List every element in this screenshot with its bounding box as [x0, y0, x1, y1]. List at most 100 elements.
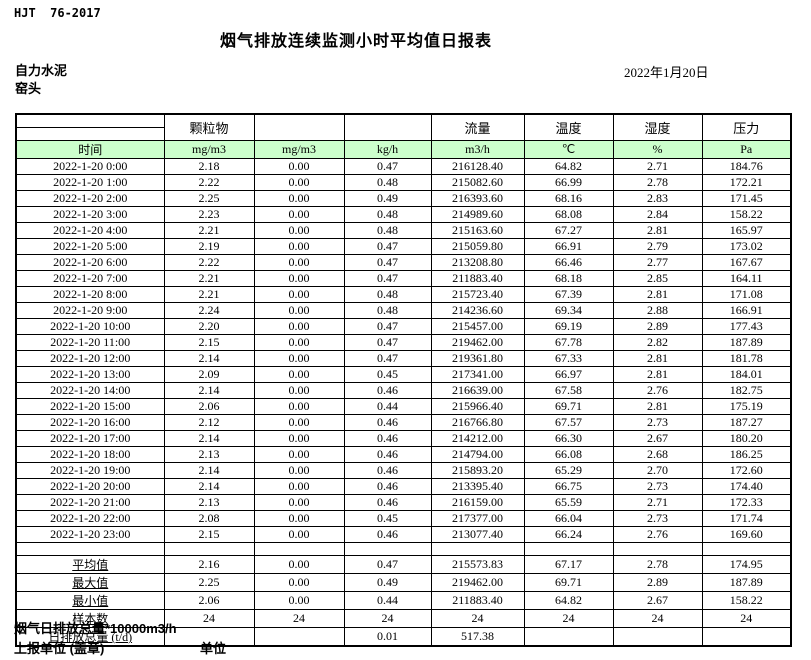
- summary-value-cell: 64.82: [523, 591, 614, 610]
- value-cell: 0.00: [253, 254, 345, 271]
- value-cell: 66.99: [523, 174, 614, 191]
- value-cell: 216128.40: [430, 158, 525, 175]
- time-cell: 2022-1-20 22:00: [15, 510, 165, 527]
- value-cell: 2.77: [612, 254, 703, 271]
- value-cell: 68.16: [523, 190, 614, 207]
- table-head: 颗粒物 流量 温度 湿度 压力 时间 mg/m3 mg/m3 kg/h m3/h ℃% Pa: [15, 113, 792, 159]
- value-cell: 0.00: [253, 206, 345, 223]
- column-header: 温度: [523, 113, 614, 141]
- value-cell: 0.00: [253, 270, 345, 287]
- header-corner-cell-top: [15, 113, 165, 128]
- value-cell: 2.18: [163, 158, 255, 175]
- value-cell: 213395.40: [430, 478, 525, 495]
- value-cell: 67.33: [523, 350, 614, 367]
- value-cell: 0.00: [253, 478, 345, 495]
- summary-value-cell: 0.44: [343, 591, 432, 610]
- summary-value-cell: 24: [253, 609, 345, 628]
- value-cell: 0.00: [253, 222, 345, 239]
- empty-cell: [343, 542, 432, 556]
- time-cell: 2022-1-20 15:00: [15, 398, 165, 415]
- value-cell: 167.67: [701, 254, 792, 271]
- table-row: 2022-1-20 21:00 2.13 0.00 0.46 216159.00 65.5…: [15, 494, 792, 511]
- value-cell: 0.47: [343, 270, 432, 287]
- value-cell: 2.25: [163, 190, 255, 207]
- time-cell: 2022-1-20 11:00: [15, 334, 165, 351]
- time-cell: 2022-1-20 1:00: [15, 174, 165, 191]
- value-cell: 186.25: [701, 446, 792, 463]
- value-cell: 2.84: [612, 206, 703, 223]
- summary-row: 平均值 2.16 0.00 0.47 215573.83 67.17 2.78 174.95: [15, 555, 792, 574]
- time-cell: 2022-1-20 12:00: [15, 350, 165, 367]
- value-cell: 66.24: [523, 526, 614, 543]
- time-cell: 2022-1-20 10:00: [15, 318, 165, 335]
- value-cell: 172.33: [701, 494, 792, 511]
- summary-value-cell: 0.49: [343, 573, 432, 592]
- value-cell: 180.20: [701, 430, 792, 447]
- summary-value-cell: 2.78: [612, 555, 703, 574]
- value-cell: 66.30: [523, 430, 614, 447]
- value-cell: 215163.60: [430, 222, 525, 239]
- time-cell: 2022-1-20 6:00: [15, 254, 165, 271]
- value-cell: 0.00: [253, 398, 345, 415]
- value-cell: 0.00: [253, 286, 345, 303]
- value-cell: 0.47: [343, 254, 432, 271]
- value-cell: 0.46: [343, 414, 432, 431]
- value-cell: 0.00: [253, 526, 345, 543]
- value-cell: 0.44: [343, 398, 432, 415]
- empty-cell: [701, 542, 792, 556]
- value-cell: 0.00: [253, 174, 345, 191]
- value-cell: 216393.60: [430, 190, 525, 207]
- value-cell: 66.91: [523, 238, 614, 255]
- summary-value-cell: 211883.40: [430, 591, 525, 610]
- unit-header: ℃: [523, 140, 614, 159]
- value-cell: 2.76: [612, 526, 703, 543]
- value-cell: 0.48: [343, 206, 432, 223]
- value-cell: 66.97: [523, 366, 614, 383]
- empty-cell: [163, 542, 255, 556]
- unit-header: m3/h: [430, 140, 525, 159]
- value-cell: 0.48: [343, 222, 432, 239]
- column-header: 压力: [701, 113, 792, 141]
- value-cell: 2.12: [163, 414, 255, 431]
- summary-value-cell: [612, 627, 703, 647]
- value-cell: 2.23: [163, 206, 255, 223]
- value-cell: 2.22: [163, 174, 255, 191]
- value-cell: 68.08: [523, 206, 614, 223]
- value-cell: 164.11: [701, 270, 792, 287]
- value-cell: 0.47: [343, 238, 432, 255]
- value-cell: 0.00: [253, 318, 345, 335]
- summary-value-cell: 24: [701, 609, 792, 628]
- table-row: 2022-1-20 23:00 2.15 0.00 0.46 213077.40 66.2…: [15, 526, 792, 543]
- table-row: 2022-1-20 1:00 2.22 0.00 0.48 215082.60 66.99…: [15, 174, 792, 191]
- value-cell: 2.82: [612, 334, 703, 351]
- value-cell: 2.21: [163, 286, 255, 303]
- value-cell: 0.46: [343, 430, 432, 447]
- value-cell: 175.19: [701, 398, 792, 415]
- value-cell: 66.04: [523, 510, 614, 527]
- value-cell: 219361.80: [430, 350, 525, 367]
- standard-code: HJT 76-2017: [14, 6, 101, 20]
- time-cell: 2022-1-20 5:00: [15, 238, 165, 255]
- value-cell: 173.02: [701, 238, 792, 255]
- page-title: 烟气排放连续监测小时平均值日报表: [219, 33, 492, 50]
- summary-value-cell: 2.06: [163, 591, 255, 610]
- value-cell: 214236.60: [430, 302, 525, 319]
- empty-cell: [430, 542, 525, 556]
- monitoring-point-name: 窑头: [15, 81, 42, 96]
- table-row: 2022-1-20 13:00 2.09 0.00 0.45 217341.00 66.9…: [15, 366, 792, 383]
- value-cell: 184.76: [701, 158, 792, 175]
- value-cell: 69.34: [523, 302, 614, 319]
- time-cell: 2022-1-20 18:00: [15, 446, 165, 463]
- value-cell: 2.08: [163, 510, 255, 527]
- value-cell: 174.40: [701, 478, 792, 495]
- time-cell: 2022-1-20 17:00: [15, 430, 165, 447]
- unit-header: kg/h: [343, 140, 432, 159]
- summary-label-cell: 平均值: [15, 555, 165, 574]
- column-header: 流量: [430, 113, 525, 141]
- value-cell: 0.00: [253, 446, 345, 463]
- value-cell: 184.01: [701, 366, 792, 383]
- value-cell: 2.78: [612, 174, 703, 191]
- report-unit-label: 上报单位 (盖章): [14, 641, 105, 656]
- value-cell: 2.24: [163, 302, 255, 319]
- summary-value-cell: 2.25: [163, 573, 255, 592]
